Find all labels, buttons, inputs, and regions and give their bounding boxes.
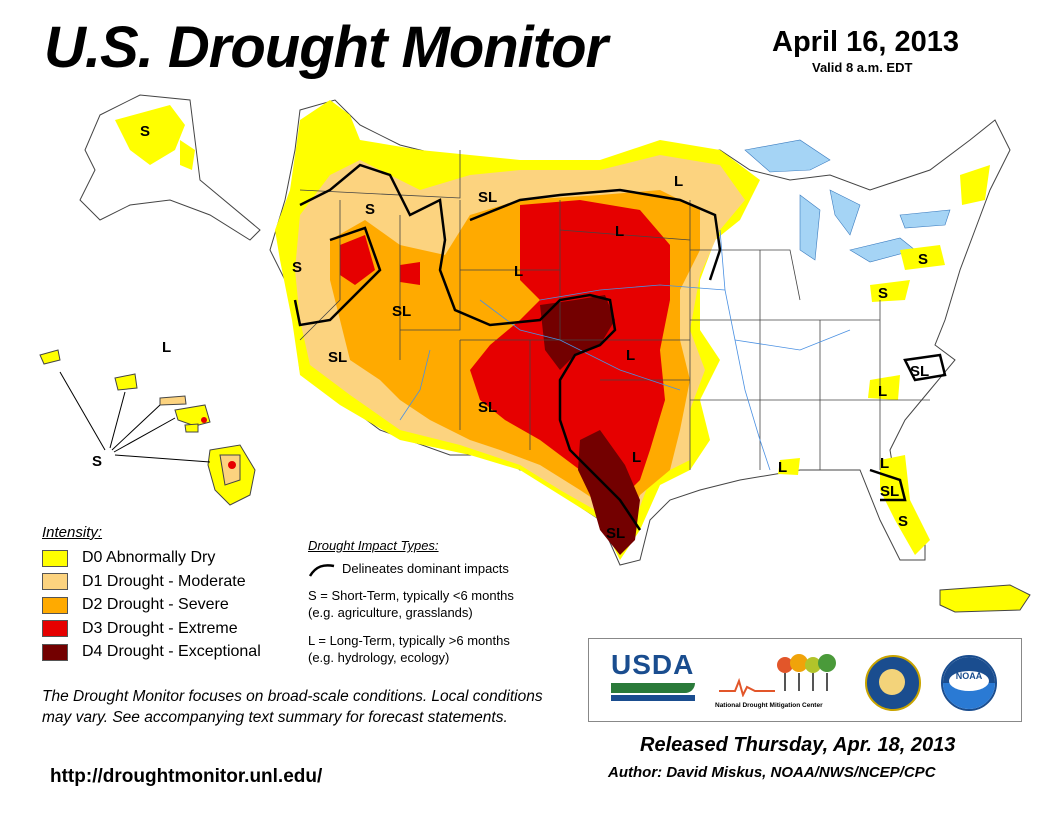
label-great-lakes: L <box>674 173 683 190</box>
page-title: U.S. Drought Monitor <box>44 15 608 80</box>
legend-label: D4 Drought - Exceptional <box>82 643 261 660</box>
impact-short-term: S = Short-Term, typically <6 months <box>308 588 514 603</box>
website-url[interactable]: http://droughtmonitor.unl.edu/ <box>50 766 323 787</box>
author: Author: David Miskus, NOAA/NWS/NCEP/CPC <box>608 764 936 781</box>
ndmc-logo: National Drought Mitigation Center <box>715 651 845 711</box>
legend-item-d4: D4 Drought - Exceptional <box>42 642 261 662</box>
impact-title: Drought Impact Types: <box>308 538 439 553</box>
label-south-tx: SL <box>606 525 625 542</box>
label-mid-atlantic: S <box>878 285 888 302</box>
release-date: Released Thursday, Apr. 18, 2013 <box>640 734 956 756</box>
state-lines <box>299 150 930 470</box>
hawaii <box>39 349 256 506</box>
rivers <box>399 229 851 471</box>
d0-east-patches <box>778 165 990 555</box>
legend-label: D0 Abnormally Dry <box>82 549 216 566</box>
legend-swatch <box>42 620 68 637</box>
legend-swatch <box>42 573 68 590</box>
valid-time: Valid 8 a.m. EDT <box>812 60 913 75</box>
puerto-rico <box>939 584 1031 613</box>
great-lakes <box>744 139 951 263</box>
noaa-logo-icon: NOAA <box>941 655 997 711</box>
label-fl-mid: SL <box>880 483 899 500</box>
label-northeast: S <box>918 251 928 268</box>
legend-item-d3: D3 Drought - Extreme <box>42 619 238 639</box>
legend-label: D2 Drought - Severe <box>82 596 229 613</box>
label-nc: SL <box>910 363 929 380</box>
legend-label: D3 Drought - Extreme <box>82 619 238 637</box>
legend-item-d0: D0 Abnormally Dry <box>42 548 215 568</box>
usda-logo: USDA <box>611 649 695 701</box>
label-nevada: SL <box>392 303 411 320</box>
legend-item-d1: D1 Drought - Moderate <box>42 572 246 592</box>
label-alaska: S <box>140 123 150 140</box>
impact-long-term: L = Long-Term, typically >6 months <box>308 633 510 648</box>
label-texas: L <box>632 449 641 466</box>
legend-swatch <box>42 596 68 614</box>
impact-delineates: Delineates dominant impacts <box>342 561 509 576</box>
label-hawaii-s: S <box>92 453 102 470</box>
hawaii-d2-spot <box>228 461 236 469</box>
label-hawaii-l: L <box>162 339 171 356</box>
label-nebraska: L <box>514 263 523 280</box>
label-california: SL <box>328 349 347 366</box>
label-gulf: L <box>778 459 787 476</box>
legend-swatch <box>42 643 68 661</box>
legend-item-d2: D2 Drought - Severe <box>42 595 229 615</box>
tree-icon <box>719 654 836 698</box>
doc-seal-icon <box>865 655 921 711</box>
hawaii-pointer-lines <box>59 371 211 463</box>
label-dakotas: L <box>615 223 624 240</box>
d4-area <box>540 295 640 555</box>
label-fl-north: L <box>880 455 889 472</box>
label-fl-south: S <box>898 513 908 530</box>
legend-swatch <box>42 549 68 567</box>
label-sc: L <box>878 383 887 400</box>
impact-short-term-eg: (e.g. agriculture, grasslands) <box>308 605 473 620</box>
label-pnw: S <box>365 201 375 218</box>
impact-line-icon <box>308 564 335 577</box>
label-nm-az: SL <box>478 399 497 416</box>
disclaimer-note: The Drought Monitor focuses on broad-sca… <box>42 688 543 726</box>
map-date: April 16, 2013 <box>772 26 959 58</box>
impact-lines <box>293 163 947 531</box>
impact-long-term-eg: (e.g. hydrology, ecology) <box>308 650 450 665</box>
label-ca-coast: S <box>292 259 302 276</box>
alaska-d0 <box>115 105 195 170</box>
legend-label: D1 Drought - Moderate <box>82 572 246 590</box>
label-montana: SL <box>478 189 497 206</box>
legend-title: Intensity: <box>42 524 103 541</box>
label-kansas: L <box>626 347 635 364</box>
logo-panel: USDA National Drought Mitigation Center … <box>588 638 1022 722</box>
d3-area <box>340 200 670 500</box>
hawaii-d3-spot <box>201 417 207 423</box>
